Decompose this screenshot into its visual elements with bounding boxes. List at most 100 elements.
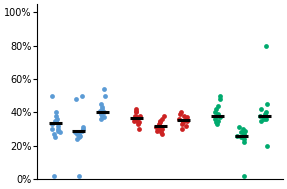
Point <box>218 98 223 101</box>
Point <box>213 111 217 114</box>
Point <box>185 119 189 122</box>
Point <box>56 127 60 130</box>
Point <box>55 124 60 127</box>
Point <box>52 174 56 177</box>
Point <box>237 126 242 129</box>
Point <box>214 121 219 124</box>
Point <box>216 104 220 107</box>
Point <box>159 131 163 134</box>
Point <box>241 137 246 140</box>
Point <box>134 111 139 114</box>
Point <box>99 112 103 115</box>
Point <box>238 131 243 134</box>
Point <box>213 117 218 120</box>
Point <box>50 94 55 97</box>
Point <box>50 127 55 130</box>
Point <box>133 114 137 117</box>
Point <box>263 111 268 114</box>
Point <box>133 108 138 111</box>
Point <box>218 116 222 119</box>
Point <box>50 122 55 125</box>
Point <box>240 127 245 130</box>
Point <box>181 121 185 124</box>
Point <box>261 117 266 120</box>
Point <box>162 114 166 117</box>
Point <box>216 119 220 122</box>
Point <box>102 88 107 91</box>
Point <box>53 136 57 139</box>
Point <box>52 132 56 136</box>
Point <box>157 122 162 125</box>
Point <box>100 106 104 109</box>
Point <box>102 111 106 114</box>
Point <box>134 109 138 112</box>
Point <box>80 126 85 129</box>
Point <box>98 117 103 120</box>
Point <box>179 127 184 130</box>
Point <box>77 132 82 136</box>
Point <box>100 114 104 117</box>
Point <box>185 116 189 119</box>
Point <box>80 94 85 97</box>
Point <box>159 127 164 130</box>
Point <box>218 94 222 97</box>
Point <box>132 119 137 122</box>
Point <box>56 129 61 132</box>
Point <box>54 114 58 117</box>
Point <box>235 134 240 137</box>
Point <box>103 94 107 97</box>
Point <box>136 121 141 124</box>
Point <box>265 144 269 147</box>
Point <box>215 112 220 115</box>
Point <box>241 131 246 134</box>
Point <box>179 111 183 114</box>
Point <box>80 129 85 132</box>
Point <box>101 116 106 119</box>
Point <box>80 127 85 130</box>
Point <box>264 114 268 117</box>
Point <box>258 108 263 111</box>
Point <box>154 129 159 132</box>
Point <box>157 127 162 130</box>
Point <box>214 114 219 117</box>
Point <box>264 44 269 47</box>
Point <box>265 102 269 105</box>
Point <box>184 117 188 120</box>
Point <box>73 131 77 134</box>
Point <box>135 119 140 122</box>
Point <box>100 108 104 111</box>
Point <box>238 136 243 139</box>
Point <box>73 98 78 101</box>
Point <box>57 131 62 134</box>
Point <box>53 111 58 114</box>
Point <box>182 114 186 117</box>
Point <box>76 136 81 139</box>
Point <box>259 119 264 122</box>
Point <box>261 116 265 119</box>
Point <box>53 119 57 122</box>
Point <box>158 121 162 124</box>
Point <box>99 102 103 105</box>
Point <box>159 117 164 120</box>
Point <box>177 117 182 120</box>
Point <box>138 114 143 117</box>
Point <box>134 116 139 119</box>
Point <box>53 119 58 122</box>
Point <box>74 137 79 140</box>
Point <box>74 132 79 136</box>
Point <box>55 117 59 120</box>
Point <box>136 122 140 125</box>
Point <box>242 141 247 144</box>
Point <box>215 122 220 125</box>
Point <box>242 132 247 136</box>
Point <box>133 117 138 120</box>
Point <box>178 112 183 115</box>
Point <box>181 119 185 122</box>
Point <box>184 124 188 127</box>
Point <box>77 174 82 177</box>
Point <box>241 174 246 177</box>
Point <box>157 124 162 127</box>
Point <box>158 119 162 122</box>
Point <box>77 134 82 137</box>
Point <box>154 126 158 129</box>
